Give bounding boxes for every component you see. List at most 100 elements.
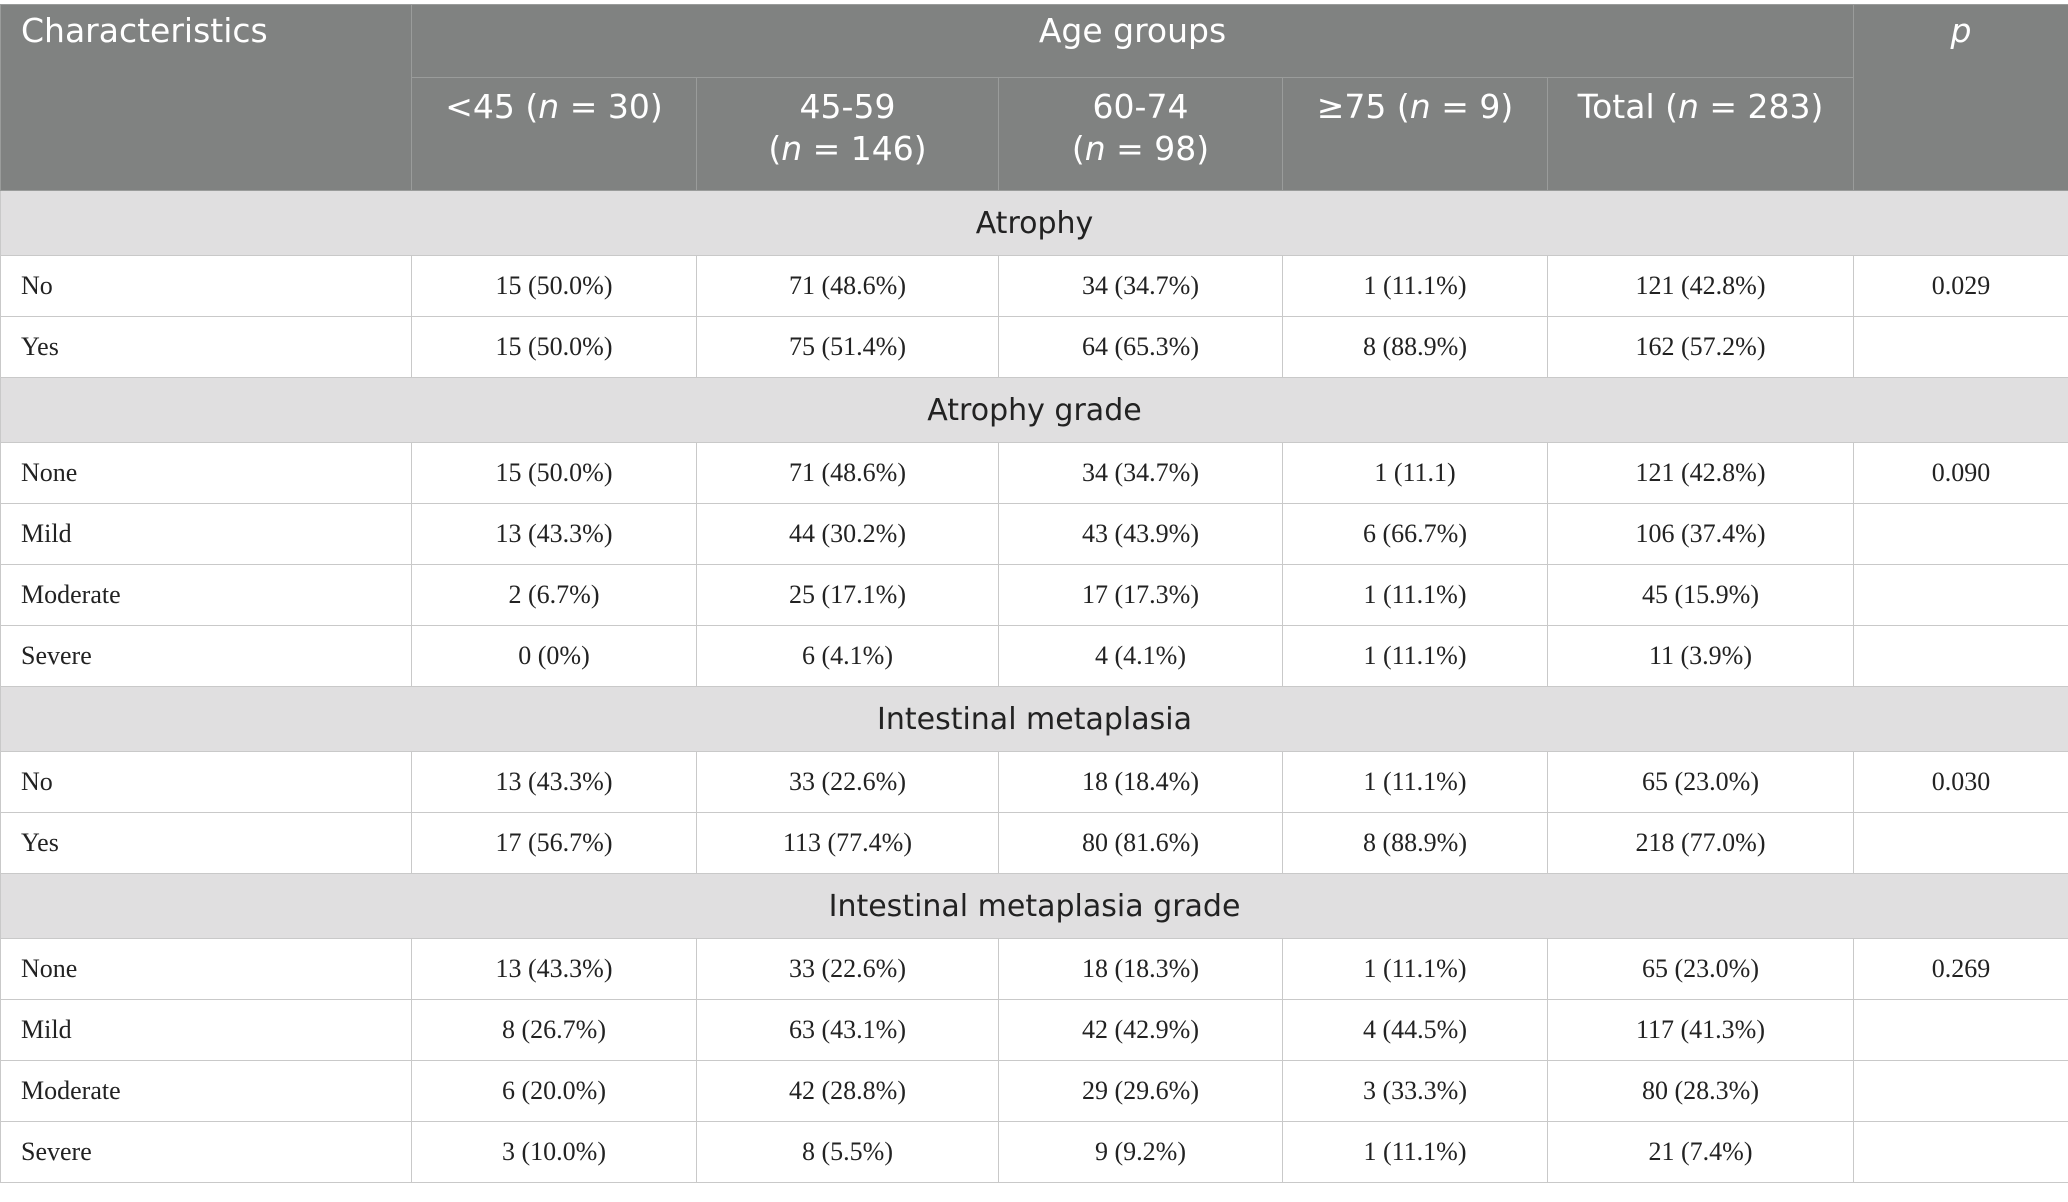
header-text: n bbox=[1085, 129, 1106, 168]
section-row: Atrophy bbox=[1, 191, 2068, 256]
header-text: Total ( bbox=[1578, 87, 1678, 126]
header-text: ≥75 ( bbox=[1317, 87, 1410, 126]
section-row: Intestinal metaplasia bbox=[1, 687, 2068, 752]
p-value bbox=[1854, 504, 2068, 565]
cell: 1 (11.1%) bbox=[1283, 256, 1548, 317]
row-label: Severe bbox=[1, 1122, 412, 1183]
header-cell: p bbox=[1854, 5, 2068, 191]
cell: 3 (10.0%) bbox=[412, 1122, 697, 1183]
row-label: Severe bbox=[1, 626, 412, 687]
cell: 1 (11.1%) bbox=[1283, 752, 1548, 813]
header-row: Characteristics Age groups p bbox=[1, 5, 2068, 78]
section: Atrophy grade bbox=[1, 378, 2068, 443]
cell: 42 (42.9%) bbox=[999, 1000, 1283, 1061]
section: Intestinal metaplasia grade bbox=[1, 874, 2068, 939]
cell: 9 (9.2%) bbox=[999, 1122, 1283, 1183]
cell: 8 (26.7%) bbox=[412, 1000, 697, 1061]
section: Intestinal metaplasia bbox=[1, 687, 2068, 752]
p-value: 0.030 bbox=[1854, 752, 2068, 813]
cell: 121 (42.8%) bbox=[1548, 256, 1854, 317]
cell: 80 (28.3%) bbox=[1548, 1061, 1854, 1122]
cell: 121 (42.8%) bbox=[1548, 443, 1854, 504]
p-value bbox=[1854, 565, 2068, 626]
cell: 65 (23.0%) bbox=[1548, 939, 1854, 1000]
header-text: ( bbox=[1072, 129, 1085, 168]
header-text: n bbox=[1678, 87, 1699, 126]
cell: 33 (22.6%) bbox=[697, 939, 999, 1000]
header-cell: Characteristics bbox=[1, 5, 412, 191]
p-value: 0.029 bbox=[1854, 256, 2068, 317]
cell: 64 (65.3%) bbox=[999, 317, 1283, 378]
row-label: Moderate bbox=[1, 565, 412, 626]
cell: 17 (56.7%) bbox=[412, 813, 697, 874]
cell: 34 (34.7%) bbox=[999, 443, 1283, 504]
cell: 65 (23.0%) bbox=[1548, 752, 1854, 813]
cell: 8 (5.5%) bbox=[697, 1122, 999, 1183]
row-label: Yes bbox=[1, 813, 412, 874]
cell: 44 (30.2%) bbox=[697, 504, 999, 565]
cell: 71 (48.6%) bbox=[697, 443, 999, 504]
header-cell: 60-74(n = 98) bbox=[999, 78, 1283, 191]
cell: 17 (17.3%) bbox=[999, 565, 1283, 626]
p-value bbox=[1854, 317, 2068, 378]
row-label: None bbox=[1, 939, 412, 1000]
section: Atrophy bbox=[1, 191, 2068, 256]
cell: 4 (44.5%) bbox=[1283, 1000, 1548, 1061]
cell: 3 (33.3%) bbox=[1283, 1061, 1548, 1122]
cell: 1 (11.1%) bbox=[1283, 626, 1548, 687]
cell: 11 (3.9%) bbox=[1548, 626, 1854, 687]
header-text: n bbox=[538, 87, 559, 126]
header-line: <45 (n = 30) bbox=[432, 86, 676, 128]
header-text: n bbox=[1410, 87, 1431, 126]
p-value bbox=[1854, 1000, 2068, 1061]
cell: 63 (43.1%) bbox=[697, 1000, 999, 1061]
cell: 75 (51.4%) bbox=[697, 317, 999, 378]
cell: 45 (15.9%) bbox=[1548, 565, 1854, 626]
cell: 18 (18.3%) bbox=[999, 939, 1283, 1000]
header-cell: 45-59(n = 146) bbox=[697, 78, 999, 191]
data-table: Characteristics Age groups p <45 (n = 30… bbox=[0, 4, 2068, 1183]
cell: 18 (18.4%) bbox=[999, 752, 1283, 813]
p-value: 0.090 bbox=[1854, 443, 2068, 504]
row-label: Moderate bbox=[1, 1061, 412, 1122]
cell: 106 (37.4%) bbox=[1548, 504, 1854, 565]
cell: 13 (43.3%) bbox=[412, 504, 697, 565]
cell: 13 (43.3%) bbox=[412, 752, 697, 813]
header-text: = 146) bbox=[802, 129, 927, 168]
cell: 1 (11.1%) bbox=[1283, 939, 1548, 1000]
header-text: 60-74 bbox=[1093, 87, 1189, 126]
section-row: Intestinal metaplasia grade bbox=[1, 874, 2068, 939]
page: Characteristics Age groups p <45 (n = 30… bbox=[0, 4, 2068, 1202]
section-row: Atrophy grade bbox=[1, 378, 2068, 443]
cell: 4 (4.1%) bbox=[999, 626, 1283, 687]
cell: 117 (41.3%) bbox=[1548, 1000, 1854, 1061]
table-body: Atrophy No 15 (50.0%) 71 (48.6%)34 (34.7%) 1… bbox=[1, 191, 2068, 1183]
cell: 218 (77.0%) bbox=[1548, 813, 1854, 874]
row-label: No bbox=[1, 752, 412, 813]
p-value: 0.269 bbox=[1854, 939, 2068, 1000]
cell: 15 (50.0%) bbox=[412, 256, 697, 317]
p-value bbox=[1854, 626, 2068, 687]
header-cell: ≥75 (n = 9) bbox=[1283, 78, 1548, 191]
header-cell: <45 (n = 30) bbox=[412, 78, 697, 191]
cell: 21 (7.4%) bbox=[1548, 1122, 1854, 1183]
header-text: p bbox=[1951, 11, 1972, 50]
header-text: ( bbox=[768, 129, 781, 168]
cell: 113 (77.4%) bbox=[697, 813, 999, 874]
header-line: ≥75 (n = 9) bbox=[1303, 86, 1527, 128]
header-line: (n = 146) bbox=[717, 128, 978, 170]
header-text: = 98) bbox=[1106, 129, 1210, 168]
cell: 8 (88.9%) bbox=[1283, 813, 1548, 874]
row-label: Yes bbox=[1, 317, 412, 378]
table-header: Characteristics Age groups p <45 (n = 30… bbox=[1, 5, 2068, 191]
p-value bbox=[1854, 1061, 2068, 1122]
